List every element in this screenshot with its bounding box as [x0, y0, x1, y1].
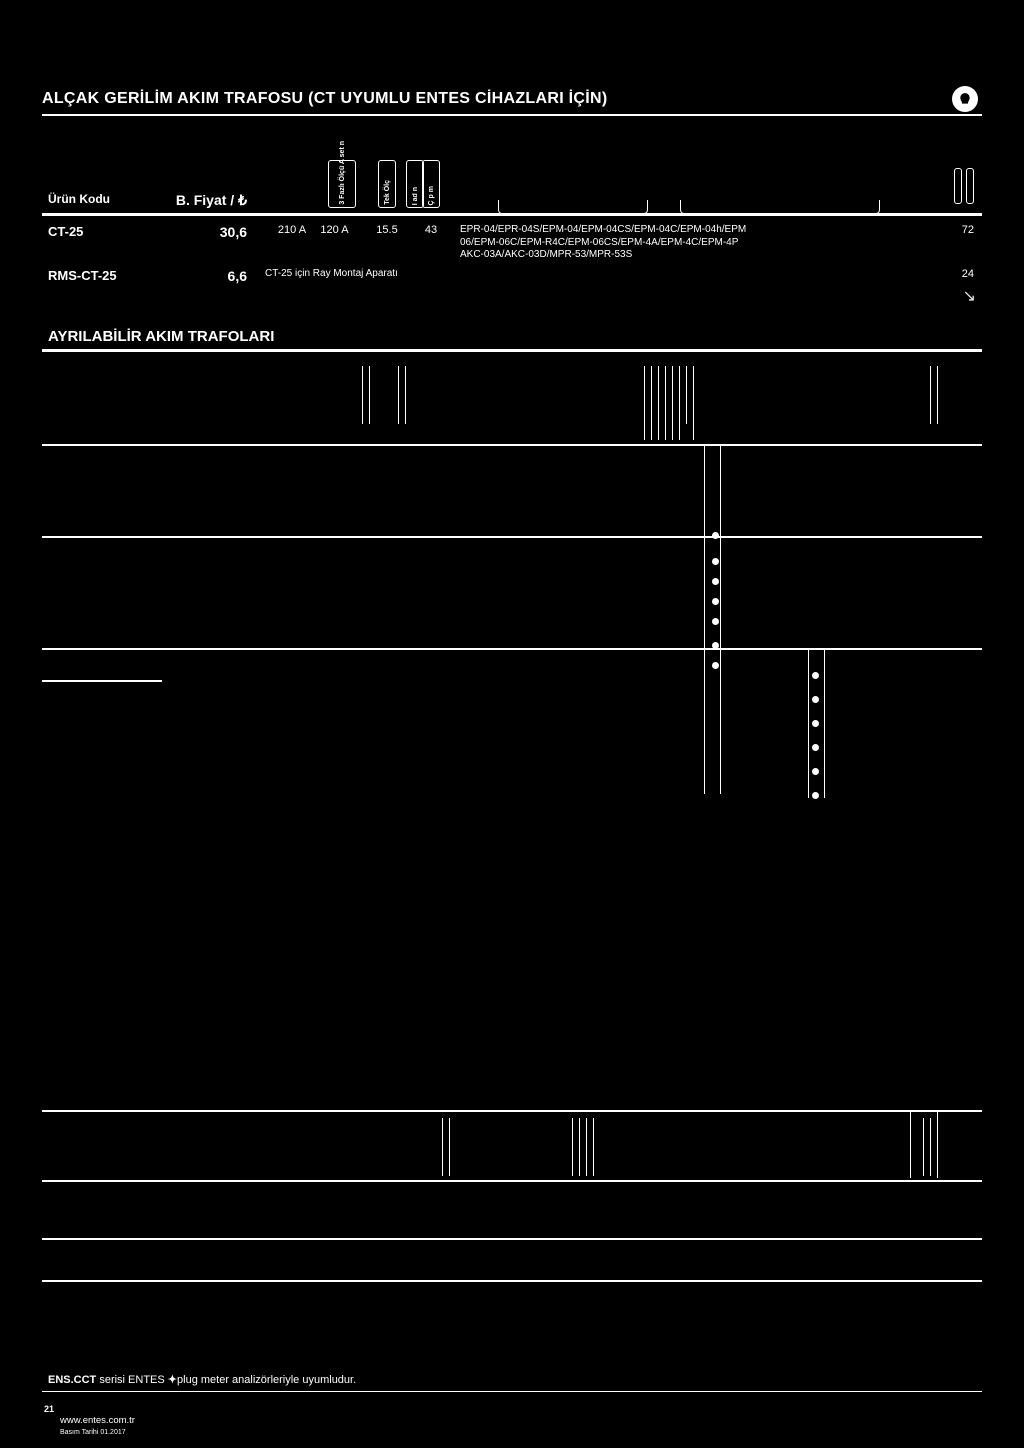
decoration: ↘: [963, 286, 976, 306]
section2-grid: [42, 360, 982, 780]
cell-code: CT-25: [42, 224, 167, 239]
section3-grid: [42, 1110, 982, 1410]
header-price: B. Fiyat / ₺: [167, 192, 247, 209]
table-row: RMS-CT-25 6,6 CT-25 için Ray Montaj Apar…: [42, 266, 982, 288]
col-a: 3 Fazlı Ölçü A set n: [339, 141, 346, 205]
cell-v4: 43: [412, 224, 450, 236]
cell-v2: 120 A: [307, 224, 362, 236]
cell-v1: 210 A: [247, 224, 307, 236]
section2-title: AYRILABİLİR AKIM TRAFOLARI: [48, 328, 982, 345]
footer-date: Basım Tarihi 01.2017: [60, 1429, 126, 1436]
col-b: Tek Ölç: [384, 180, 391, 205]
cell-desc2: 06/EPM-06C/EPM-R4C/EPM-06CS/EPM-4A/EPM-4…: [460, 237, 922, 250]
footer-url: www.entes.com.tr: [60, 1415, 135, 1426]
cell-desc3: AKC-03A/AKC-03D/MPR-53/MPR-53S: [460, 249, 922, 262]
cell-price: 30,6: [167, 224, 247, 240]
cell-v3: 15.5: [362, 224, 412, 236]
cell-desc1: EPR-04/EPR-04S/EPM-04/EPM-04CS/EPM-04C/E…: [460, 224, 922, 237]
cell-right: 72: [922, 224, 982, 236]
cell-desc: CT-25 için Ray Montaj Aparatı: [265, 268, 565, 279]
cell-code: RMS-CT-25: [42, 268, 167, 283]
cell-right: 24: [922, 268, 982, 280]
col-c: I ad n: [412, 187, 419, 205]
header-code: Ürün Kodu: [42, 192, 167, 206]
logo: [952, 86, 978, 112]
table-row: CT-25 30,6 210 A 120 A 15.5 43 EPR-04/EP…: [42, 216, 982, 266]
page-number: 21: [44, 1404, 54, 1414]
footnote: ENS.CCT serisi ENTES ✦plug meter analizö…: [48, 1373, 356, 1386]
cell-price: 6,6: [167, 268, 247, 284]
col-d: Ç p m: [428, 186, 435, 205]
main-title: ALÇAK GERİLİM AKIM TRAFOSU (CT UYUMLU EN…: [42, 90, 982, 108]
